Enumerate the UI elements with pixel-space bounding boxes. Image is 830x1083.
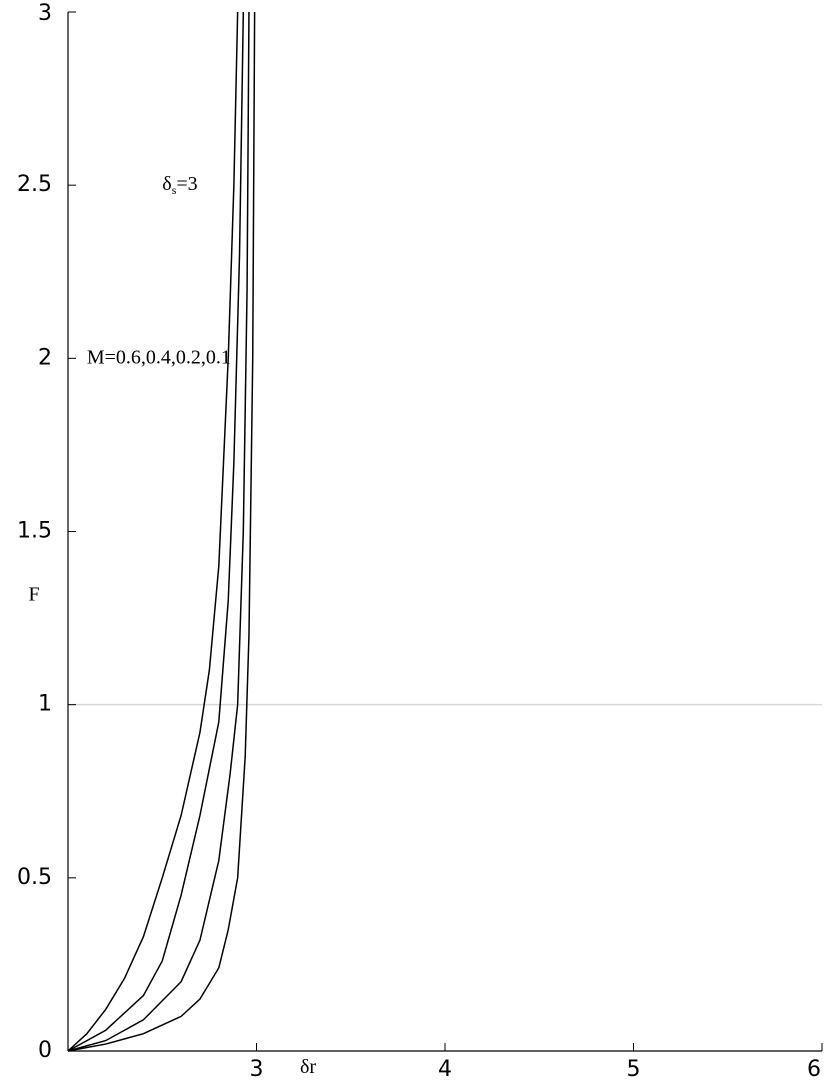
series-line	[67, 11, 245, 1052]
annotation-subscript: s	[172, 183, 177, 197]
y-tick-label: 2.5	[17, 172, 52, 197]
y-tick-label: 1	[38, 692, 52, 717]
x-tick-label: 5	[627, 1057, 641, 1082]
y-tick-label: 2	[38, 345, 52, 370]
annotation: δs=3	[162, 173, 197, 197]
annotation: M=0.6,0.4,0.2,0.1	[87, 346, 231, 368]
series-line	[67, 11, 239, 1052]
x-axis-label: δr	[300, 1056, 316, 1078]
annotation-text: M=0.6,0.4,0.2,0.1	[87, 346, 231, 368]
x-tick-label: 6	[807, 1057, 821, 1082]
annotation-text: =3	[176, 173, 197, 195]
series-line	[67, 11, 250, 1052]
y-axis-label: F	[28, 584, 39, 606]
y-tick-label: 1.5	[17, 519, 52, 544]
y-tick-label: 0.5	[17, 865, 52, 890]
x-tick-label: 3	[250, 1057, 264, 1082]
y-tick-label: 3	[38, 1, 52, 26]
y-tick-label: 0	[38, 1038, 52, 1063]
plot-layer	[67, 11, 256, 1052]
x-tick-label: 4	[438, 1057, 452, 1082]
annotation-text: δ	[162, 173, 171, 195]
series-line	[67, 11, 256, 1052]
x-axis-label-text: δr	[300, 1056, 316, 1078]
